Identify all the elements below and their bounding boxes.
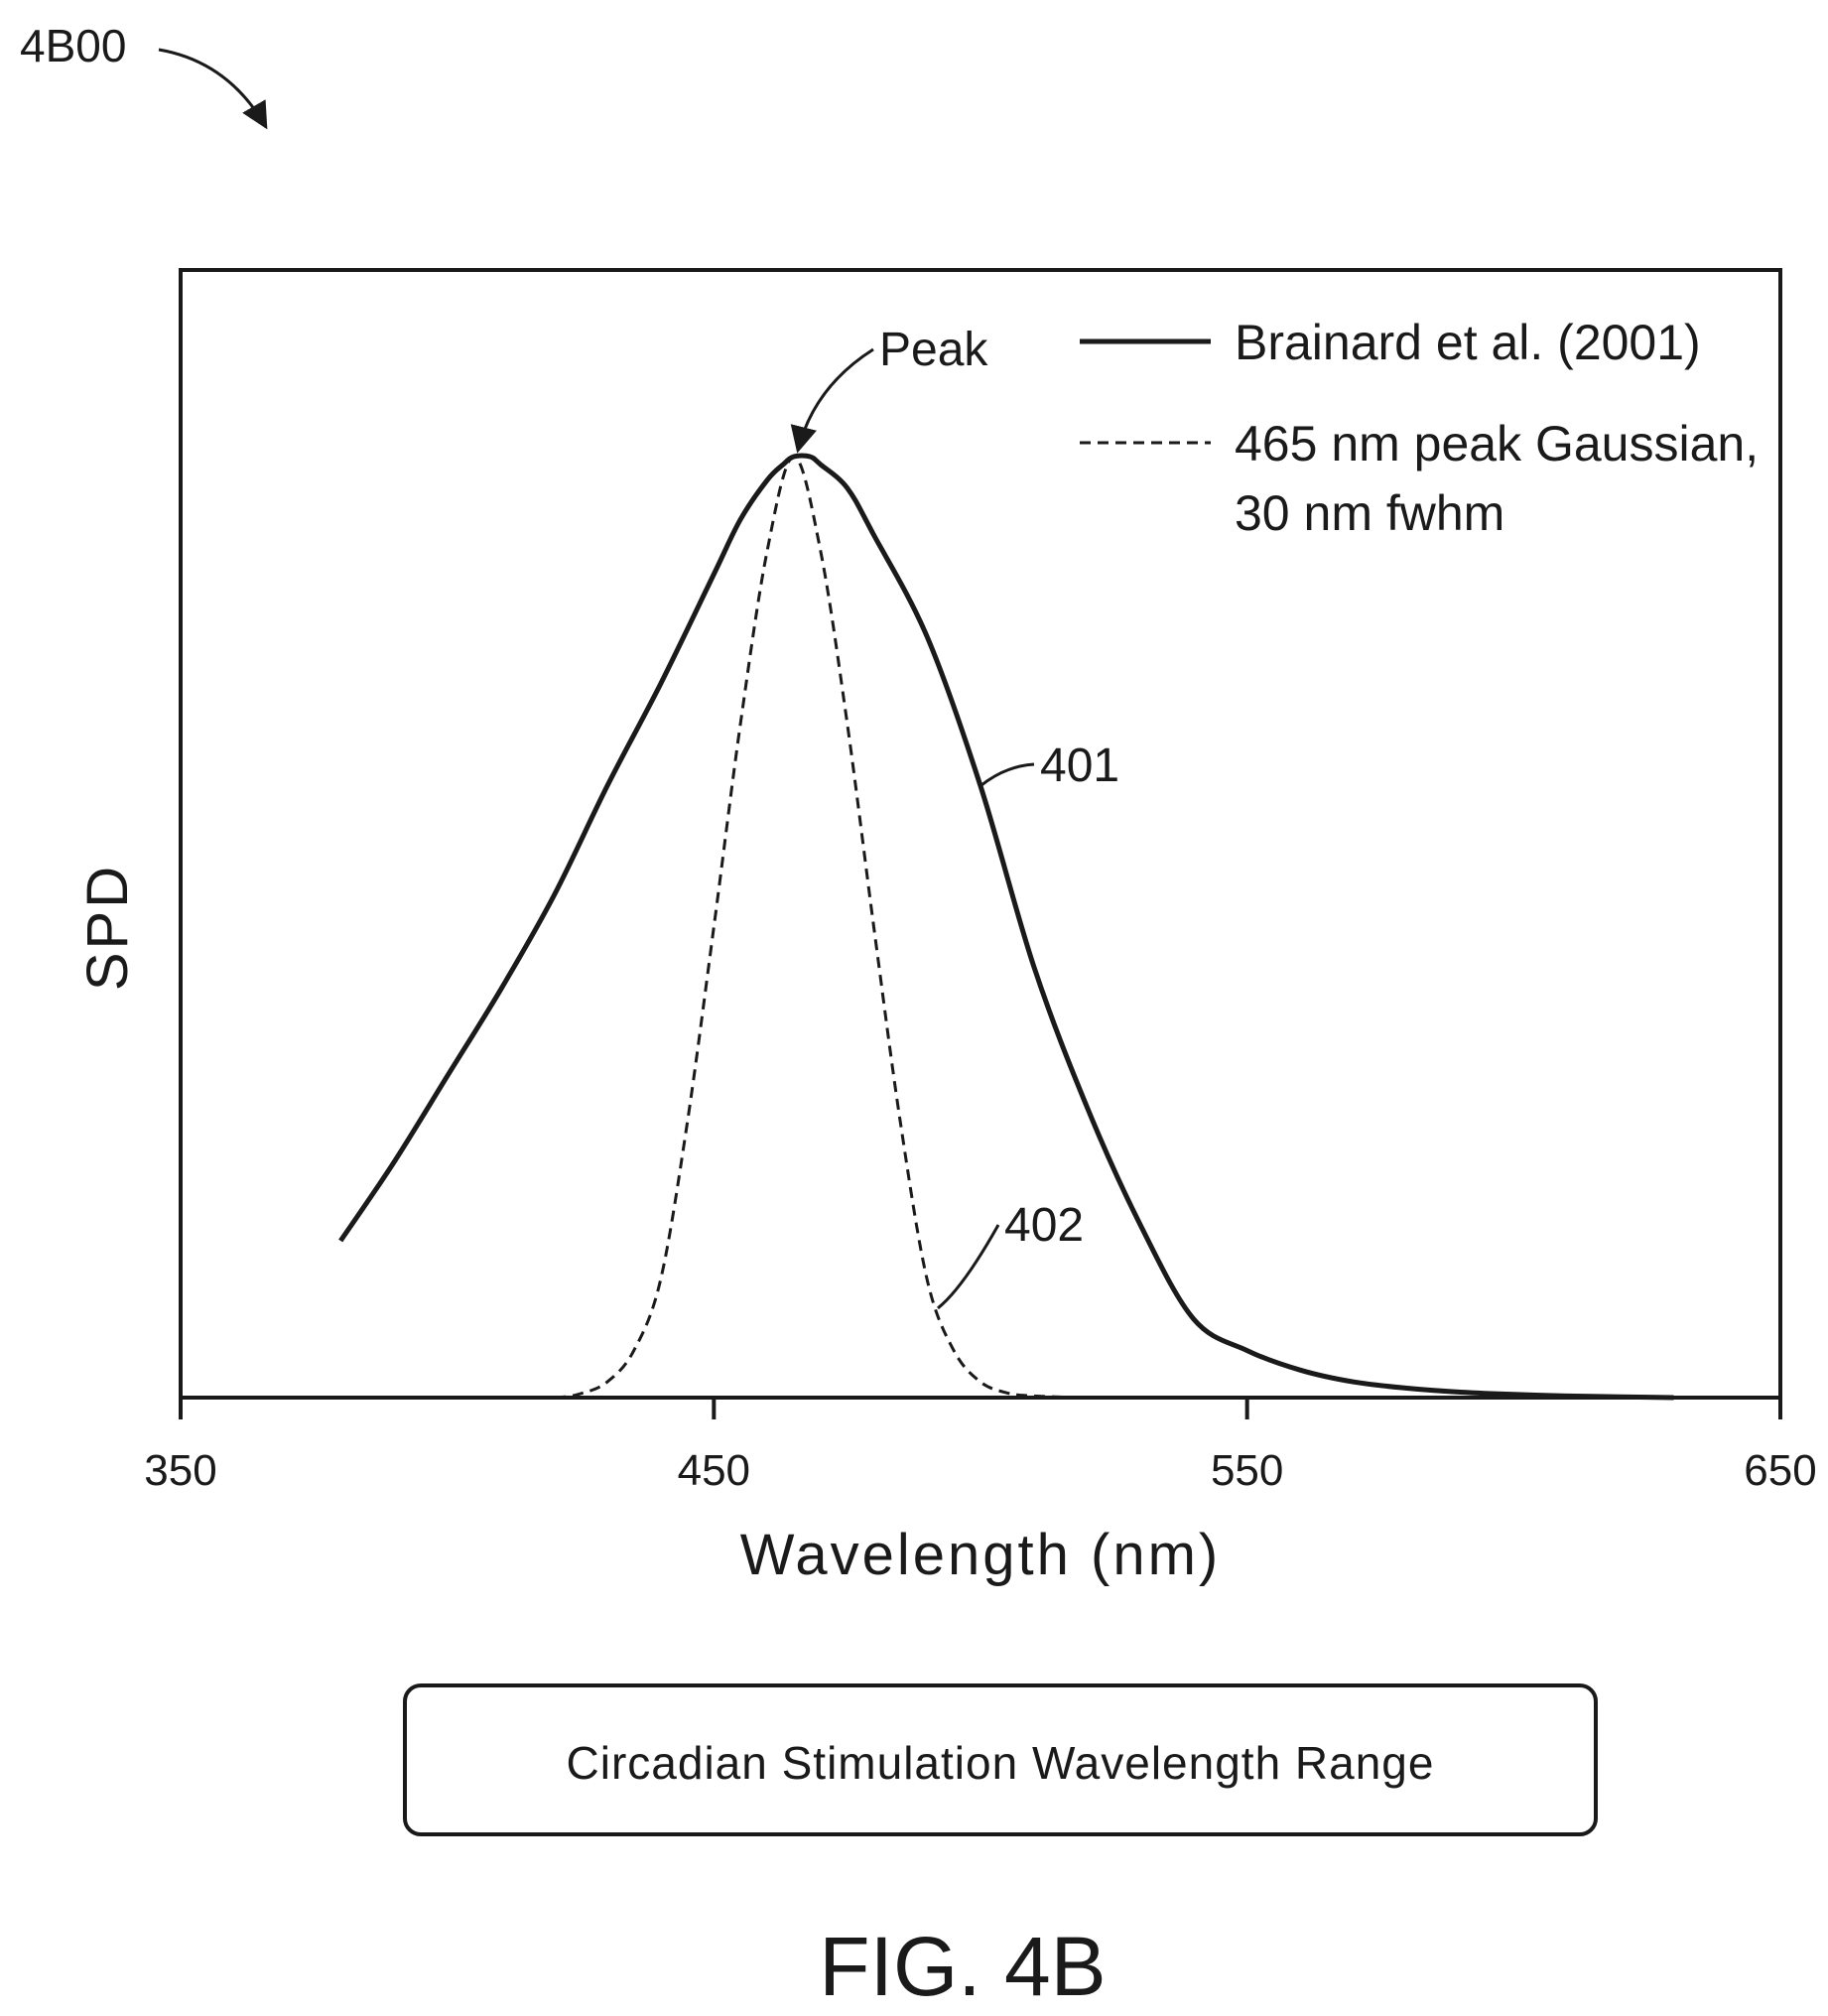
y-axis-title: SPD bbox=[75, 864, 140, 991]
callout-label-402: 402 bbox=[1004, 1199, 1084, 1252]
peak-arrow bbox=[790, 347, 874, 454]
range-box-label: Circadian Stimulation Wavelength Range bbox=[567, 1737, 1435, 1789]
callout-leader-401 bbox=[979, 762, 1035, 787]
x-axis-tick-labels: 350 450 550 650 bbox=[144, 1446, 1816, 1495]
series-line-gaussian bbox=[340, 455, 1674, 1400]
x-tick-label-450: 450 bbox=[678, 1446, 750, 1495]
x-axis-ticks bbox=[179, 1398, 1782, 1419]
legend: Brainard et al. (2001) 465 nm peak Gauss… bbox=[1080, 315, 1759, 541]
legend-label-gaussian-line2: 30 nm fwhm bbox=[1235, 485, 1504, 541]
range-box bbox=[403, 1683, 1598, 1836]
figure-caption: FIG. 4B bbox=[819, 1920, 1106, 2013]
x-axis-title: Wavelength (nm) bbox=[740, 1523, 1221, 1587]
legend-label-brainard: Brainard et al. (2001) bbox=[1235, 315, 1701, 370]
series-line-brainard bbox=[338, 453, 1674, 1401]
peak-annotation: Peak bbox=[879, 324, 988, 376]
x-tick-label-350: 350 bbox=[144, 1446, 216, 1495]
legend-label-gaussian-line1: 465 nm peak Gaussian, bbox=[1235, 416, 1759, 471]
callout-label-401: 401 bbox=[1040, 739, 1119, 792]
callout-leader-402 bbox=[937, 1224, 1000, 1310]
x-tick-label-550: 550 bbox=[1211, 1446, 1283, 1495]
figure-reference-number: 4B00 bbox=[20, 20, 126, 71]
x-tick-label-650: 650 bbox=[1744, 1446, 1816, 1495]
plot-frame bbox=[179, 268, 1782, 1400]
reference-arrow bbox=[158, 48, 268, 130]
